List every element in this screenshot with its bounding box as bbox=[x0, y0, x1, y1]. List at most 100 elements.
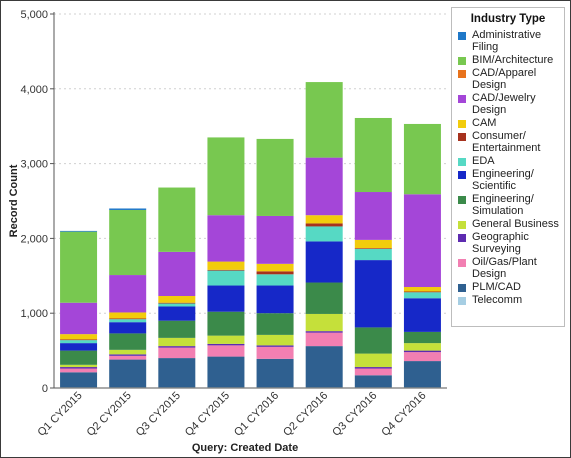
bar-segment bbox=[60, 302, 98, 335]
y-tick-label: 3,000 bbox=[20, 159, 48, 171]
bar-segment bbox=[305, 82, 343, 158]
bar-segment bbox=[109, 333, 147, 350]
bar-segment bbox=[305, 331, 343, 333]
legend-swatch bbox=[458, 259, 466, 267]
bar-segment bbox=[305, 346, 343, 388]
x-tick-label: Q4 CY2015 bbox=[183, 390, 232, 439]
legend-item: Geographic Surveying bbox=[452, 231, 564, 255]
legend-label: BIM/Architecture bbox=[472, 54, 554, 66]
x-tick-label: Q1 CY2016 bbox=[232, 390, 281, 439]
legend-label: CAM bbox=[472, 117, 497, 129]
bar-segment bbox=[158, 358, 196, 388]
legend-swatch bbox=[458, 70, 466, 78]
bar-segment bbox=[256, 346, 294, 359]
bar-segment bbox=[403, 194, 441, 288]
legend-swatch bbox=[458, 171, 466, 179]
bar-segment bbox=[305, 223, 343, 227]
x-tick-label: Q3 CY2015 bbox=[134, 390, 183, 439]
legend-item: Consumer/ Entertainment bbox=[452, 130, 564, 154]
bar-segment bbox=[305, 282, 343, 314]
legend: Industry Type Administrative Filing BIM/A… bbox=[451, 7, 565, 327]
legend-item: CAD/Jewelry Design bbox=[452, 92, 564, 116]
bar-segment bbox=[158, 306, 196, 321]
legend-item: Oil/Gas/Plant Design bbox=[452, 256, 564, 280]
bar-segment bbox=[109, 354, 147, 356]
legend-label: Engineering/ Simulation bbox=[472, 193, 534, 217]
legend-swatch bbox=[458, 120, 466, 128]
bar-segment bbox=[207, 269, 245, 271]
legend-label: Consumer/ Entertainment bbox=[472, 130, 541, 154]
legend-title: Industry Type bbox=[470, 13, 546, 25]
bar-segment bbox=[305, 226, 343, 242]
legend-label: Oil/Gas/Plant Design bbox=[472, 256, 537, 280]
bar-segment bbox=[207, 311, 245, 336]
bar-segment bbox=[109, 275, 147, 313]
bar-segment bbox=[109, 322, 147, 334]
bar-segment bbox=[403, 350, 441, 353]
x-axis-title: Query: Created Date bbox=[192, 442, 298, 454]
bar-segment bbox=[256, 285, 294, 314]
bar-segment bbox=[403, 352, 441, 362]
bar-segment bbox=[403, 287, 441, 292]
bar-segment bbox=[305, 313, 343, 332]
x-tick-label: Q3 CY2016 bbox=[330, 390, 379, 439]
bar-segment bbox=[60, 230, 98, 232]
bar-segment bbox=[158, 303, 196, 307]
bar-segment bbox=[207, 270, 245, 286]
bar-segment bbox=[60, 364, 98, 368]
legend-label: EDA bbox=[472, 155, 495, 167]
bar-segment bbox=[158, 302, 196, 304]
legend-item: Telecomm bbox=[452, 294, 564, 306]
bar-segment bbox=[256, 274, 294, 286]
bar-segment bbox=[256, 138, 294, 216]
bar-segment bbox=[354, 248, 392, 261]
bar-segment bbox=[256, 263, 294, 272]
bar-segment bbox=[207, 285, 245, 312]
bar-segment bbox=[109, 349, 147, 355]
legend-swatch bbox=[458, 32, 466, 40]
legend-swatch bbox=[458, 95, 466, 103]
bar-segment bbox=[158, 320, 196, 338]
bar-segment bbox=[60, 350, 98, 365]
bar-segment bbox=[207, 137, 245, 216]
legend-swatch bbox=[458, 158, 466, 166]
legend-swatch bbox=[458, 297, 466, 305]
bar-segment bbox=[403, 343, 441, 351]
bar-segment bbox=[109, 355, 147, 360]
legend-item: Engineering/ Scientific bbox=[452, 168, 564, 192]
legend-swatch bbox=[458, 57, 466, 65]
bar-segment bbox=[109, 209, 147, 276]
y-axis-title: Record Count bbox=[8, 164, 20, 237]
bar-segment bbox=[354, 248, 392, 249]
legend-label: CAD/Apparel Design bbox=[472, 67, 537, 91]
legend-label: Administrative Filing bbox=[472, 29, 542, 53]
bar-segment bbox=[60, 231, 98, 303]
bar-segment bbox=[158, 295, 196, 303]
legend-label: Geographic Surveying bbox=[472, 231, 529, 255]
y-tick-label: 0 bbox=[42, 383, 48, 395]
y-tick-label: 1,000 bbox=[20, 308, 48, 320]
legend-label: Engineering/ Scientific bbox=[472, 168, 534, 192]
bar-segment bbox=[60, 334, 98, 340]
bar-segment bbox=[109, 319, 147, 323]
bar-segment bbox=[354, 353, 392, 368]
bar-segment bbox=[158, 337, 196, 347]
bar-segment bbox=[256, 271, 294, 275]
bar-segment bbox=[354, 375, 392, 388]
bar-segment bbox=[207, 335, 245, 344]
bar-segment bbox=[354, 192, 392, 240]
bar-segment bbox=[207, 215, 245, 262]
x-tick-label: Q2 CY2016 bbox=[281, 390, 330, 439]
bar-segment bbox=[354, 117, 392, 193]
bar-segment bbox=[256, 345, 294, 347]
legend-label: CAD/Jewelry Design bbox=[472, 92, 536, 116]
bar-segment bbox=[158, 346, 196, 348]
bar-segment bbox=[60, 372, 98, 388]
bar-segment bbox=[158, 347, 196, 359]
legend-item: General Business bbox=[452, 218, 564, 230]
y-tick-label: 5,000 bbox=[20, 9, 48, 21]
legend-item: PLM/CAD bbox=[452, 281, 564, 293]
bar-segment bbox=[207, 345, 245, 357]
bar-segment bbox=[305, 157, 343, 216]
